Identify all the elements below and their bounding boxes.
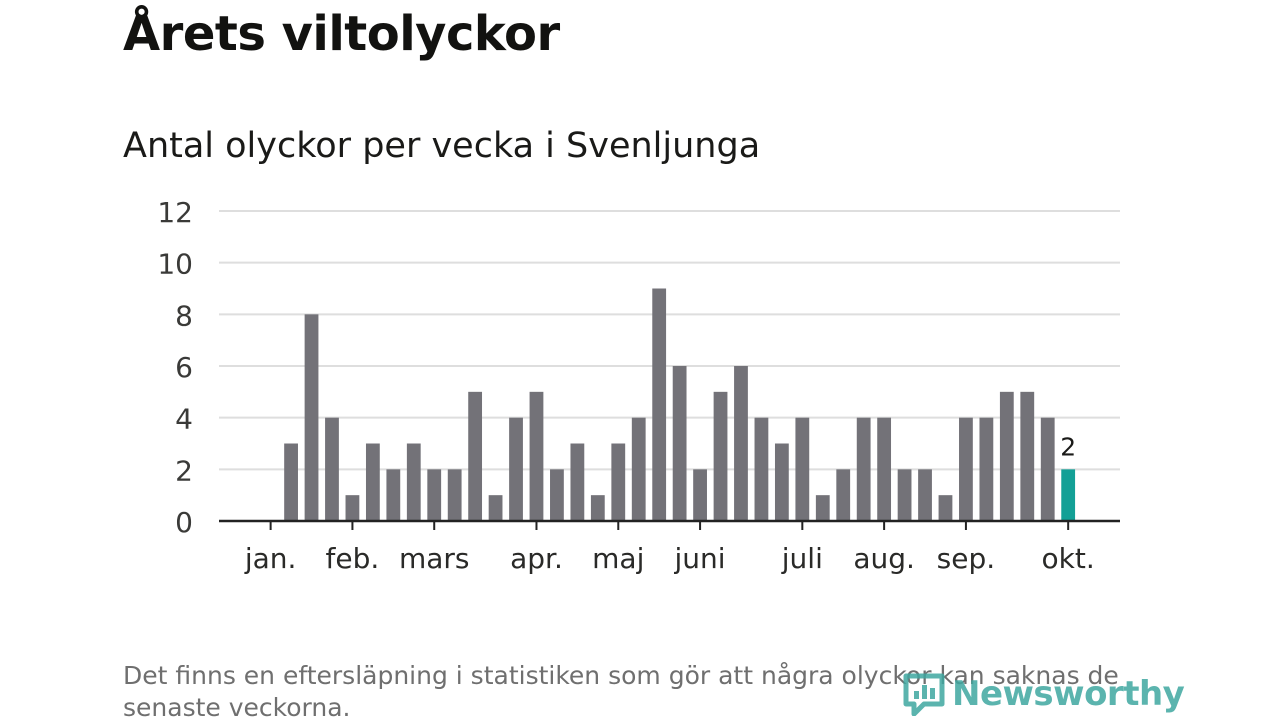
bar: [284, 443, 298, 521]
bar: [365, 443, 380, 521]
bar: [386, 469, 401, 521]
y-tick-label: 2: [175, 454, 193, 487]
bar: [836, 469, 851, 521]
bar-highlight: [1061, 469, 1076, 521]
bar: [550, 469, 564, 521]
bar: [406, 443, 421, 521]
bar: [999, 391, 1014, 521]
bar: [325, 417, 339, 521]
chart-subtitle: Antal olyckor per vecka i Svenljunga: [123, 126, 761, 166]
bar: [938, 495, 953, 521]
bar: [918, 469, 932, 521]
bar: [795, 417, 810, 521]
bar: [631, 417, 646, 521]
y-tick-label: 8: [175, 299, 193, 332]
bar: [815, 495, 830, 521]
bar: [488, 495, 503, 521]
bar: [897, 469, 912, 521]
bar: [856, 417, 871, 521]
bar: [304, 314, 319, 521]
y-tick-label: 10: [157, 248, 193, 281]
bar: [672, 366, 687, 521]
y-tick-label: 6: [175, 351, 193, 384]
bar: [590, 495, 605, 521]
y-tick-label: 4: [175, 403, 193, 436]
bar: [570, 443, 585, 521]
newsworthy-logo-text: Newsworthy: [952, 674, 1185, 714]
bar: [345, 495, 360, 521]
x-tick-label: apr.: [510, 542, 563, 575]
x-tick-label: mars: [399, 542, 470, 575]
footnote: Det finns en eftersläpning i statistiken…: [123, 661, 1119, 720]
bar-chart: 0 2 4 6 8 10 12 2 jan. feb. mars apr. maj juni juli aug…: [157, 196, 1120, 575]
bar: [774, 443, 789, 521]
bar: [734, 366, 748, 521]
bar: [529, 391, 544, 521]
x-tick-label: juli: [781, 542, 823, 575]
bar: [693, 469, 707, 521]
x-tick-label: maj: [592, 542, 644, 575]
bar: [959, 417, 973, 521]
bar: [979, 417, 994, 521]
x-tick-label: feb.: [326, 542, 380, 575]
bar: [652, 288, 667, 521]
bar: [1040, 417, 1055, 521]
bar: [1020, 391, 1035, 521]
bar: [713, 391, 728, 521]
x-tick-label: sep.: [937, 542, 996, 575]
bar: [611, 443, 626, 521]
bar: [509, 417, 523, 521]
x-tick-label: jan.: [244, 542, 297, 575]
bar-data-label: 2: [1060, 432, 1076, 461]
x-tick-label: aug.: [853, 542, 915, 575]
page-title: Årets viltolyckor: [123, 6, 560, 62]
x-tick-label: juni: [674, 542, 726, 575]
y-tick-label: 12: [157, 196, 193, 229]
bar: [877, 417, 892, 521]
newsworthy-logo: Newsworthy: [902, 668, 1185, 720]
y-tick-label: 0: [175, 506, 193, 539]
newsworthy-logo-icon: [903, 673, 945, 716]
x-tick-label: okt.: [1042, 542, 1095, 575]
bar: [447, 469, 462, 521]
bar: [468, 391, 483, 521]
bar: [427, 469, 442, 521]
bar: [754, 417, 769, 521]
